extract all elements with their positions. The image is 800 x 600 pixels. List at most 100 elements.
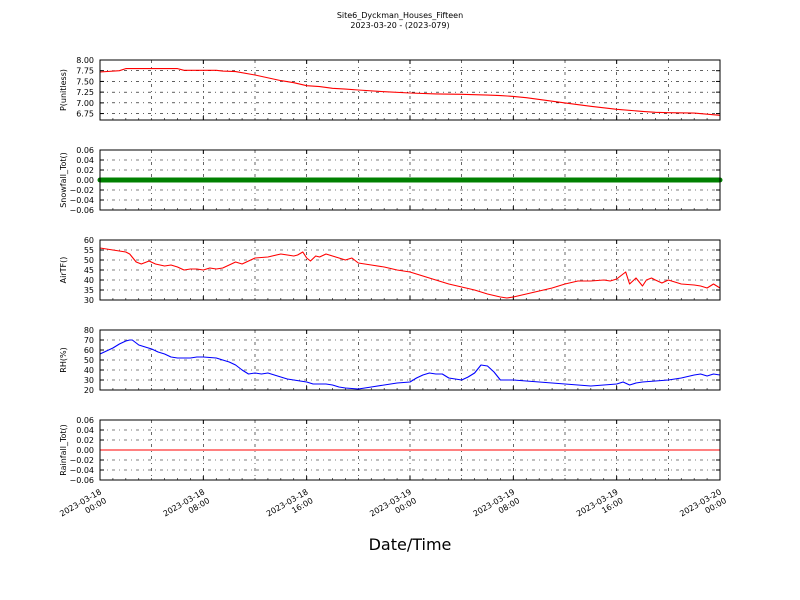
- y-tick-label: 50: [84, 256, 94, 265]
- series-marker: [433, 177, 439, 183]
- series-marker: [149, 177, 155, 183]
- y-tick-label: 60: [84, 236, 94, 245]
- chart-title: Site6_Dyckman_Houses_Fifteen: [337, 11, 463, 20]
- series-marker: [155, 177, 161, 183]
- series-marker: [110, 177, 116, 183]
- series-marker: [594, 177, 600, 183]
- series-marker: [452, 177, 458, 183]
- panels-group: 6.75 7.00 7.25 7.507.75 8.00 P(unitless) −0.06…: [59, 56, 723, 485]
- y-tick-label: 80: [84, 326, 94, 335]
- series-marker: [627, 177, 633, 183]
- series-marker: [342, 177, 348, 183]
- y-tick-label: 0.04: [76, 156, 94, 165]
- series-marker: [362, 177, 368, 183]
- series-marker: [497, 177, 503, 183]
- series-marker: [271, 177, 277, 183]
- axes-frame: [99, 329, 721, 391]
- panel-2: −0.06−0.04−0.020.000.020.040.06 Snowfall_…: [59, 146, 723, 215]
- series-marker: [562, 177, 568, 183]
- series-marker: [439, 177, 445, 183]
- series-marker: [530, 177, 536, 183]
- y-tick-label: 40: [84, 276, 94, 285]
- series-marker: [233, 177, 239, 183]
- series-line-4: [99, 339, 721, 390]
- series-marker: [536, 177, 542, 183]
- y-tick-label: 45: [84, 266, 94, 275]
- series-marker: [355, 177, 361, 183]
- y-tick-label: 40: [84, 366, 94, 375]
- series-marker: [672, 177, 678, 183]
- series-marker: [549, 177, 555, 183]
- series-marker: [175, 177, 180, 183]
- series-marker: [485, 177, 490, 183]
- series-marker: [310, 177, 316, 183]
- series-marker: [381, 177, 387, 183]
- axes-frame: [99, 419, 721, 481]
- y-tick-label: 0.00: [76, 176, 94, 185]
- series-marker: [652, 177, 658, 183]
- y-tick-label: 0.02: [76, 436, 94, 445]
- series-marker: [691, 177, 697, 183]
- y-tick-label: −0.04: [69, 196, 94, 205]
- series-marker: [162, 177, 168, 183]
- series-marker: [704, 177, 710, 183]
- series-marker: [123, 177, 129, 183]
- y-tick-label: 6.75: [76, 110, 94, 119]
- y-tick-label: 35: [84, 286, 94, 295]
- series-marker: [226, 177, 232, 183]
- series-marker: [291, 177, 297, 183]
- series-marker: [278, 177, 284, 183]
- y-tick-label: 7.75: [76, 67, 94, 76]
- series-marker: [297, 177, 303, 183]
- y-tick-label: 55: [84, 246, 94, 255]
- series-marker: [349, 177, 355, 183]
- x-axis-label: Date/Time: [369, 535, 452, 554]
- series-marker: [685, 177, 691, 183]
- y-axis-label: P(unitless): [59, 69, 68, 111]
- series-marker: [181, 177, 187, 183]
- series-marker: [129, 177, 135, 183]
- chart-subtitle: 2023-03-20 - (2023-079): [350, 21, 449, 30]
- series-marker: [510, 177, 516, 183]
- series-marker: [336, 177, 342, 183]
- series-marker: [330, 177, 335, 183]
- series-marker: [207, 177, 213, 183]
- y-tick-label: −0.02: [69, 186, 94, 195]
- y-tick-label: 50: [84, 356, 94, 365]
- series-marker: [446, 177, 452, 183]
- panel-1: 6.75 7.00 7.25 7.507.75 8.00 P(unitless): [59, 56, 721, 121]
- y-tick-label: 0.06: [76, 146, 94, 155]
- series-marker: [142, 177, 148, 183]
- series-marker: [323, 177, 329, 183]
- series-marker: [568, 177, 574, 183]
- y-tick-label: 30: [84, 296, 94, 305]
- series-marker: [413, 177, 419, 183]
- y-tick-label: 7.25: [76, 88, 94, 97]
- series-marker: [711, 177, 717, 183]
- series-marker: [504, 177, 510, 183]
- y-axis-label: RH(%): [59, 347, 68, 372]
- y-axis-label: Snowfall_Tot(): [59, 152, 68, 208]
- series-marker: [523, 177, 529, 183]
- series-marker: [317, 177, 323, 183]
- series-marker: [665, 177, 671, 183]
- series-marker: [187, 177, 193, 183]
- y-tick-label: 0.00: [76, 446, 94, 455]
- y-tick-label: 20: [84, 386, 94, 395]
- series-marker: [213, 177, 219, 183]
- y-tick-label: 0.02: [76, 166, 94, 175]
- series-marker: [472, 177, 478, 183]
- y-tick-label: 7.50: [76, 77, 94, 86]
- y-tick-label: 60: [84, 346, 94, 355]
- series-marker: [252, 177, 258, 183]
- y-tick-label: 0.04: [76, 426, 94, 435]
- y-tick-label: 30: [84, 376, 94, 385]
- y-tick-label: −0.04: [69, 466, 94, 475]
- series-marker: [543, 177, 549, 183]
- series-marker: [556, 177, 562, 183]
- series-marker: [394, 177, 400, 183]
- series-marker: [588, 177, 594, 183]
- y-axis-label: AirTF(): [59, 257, 68, 284]
